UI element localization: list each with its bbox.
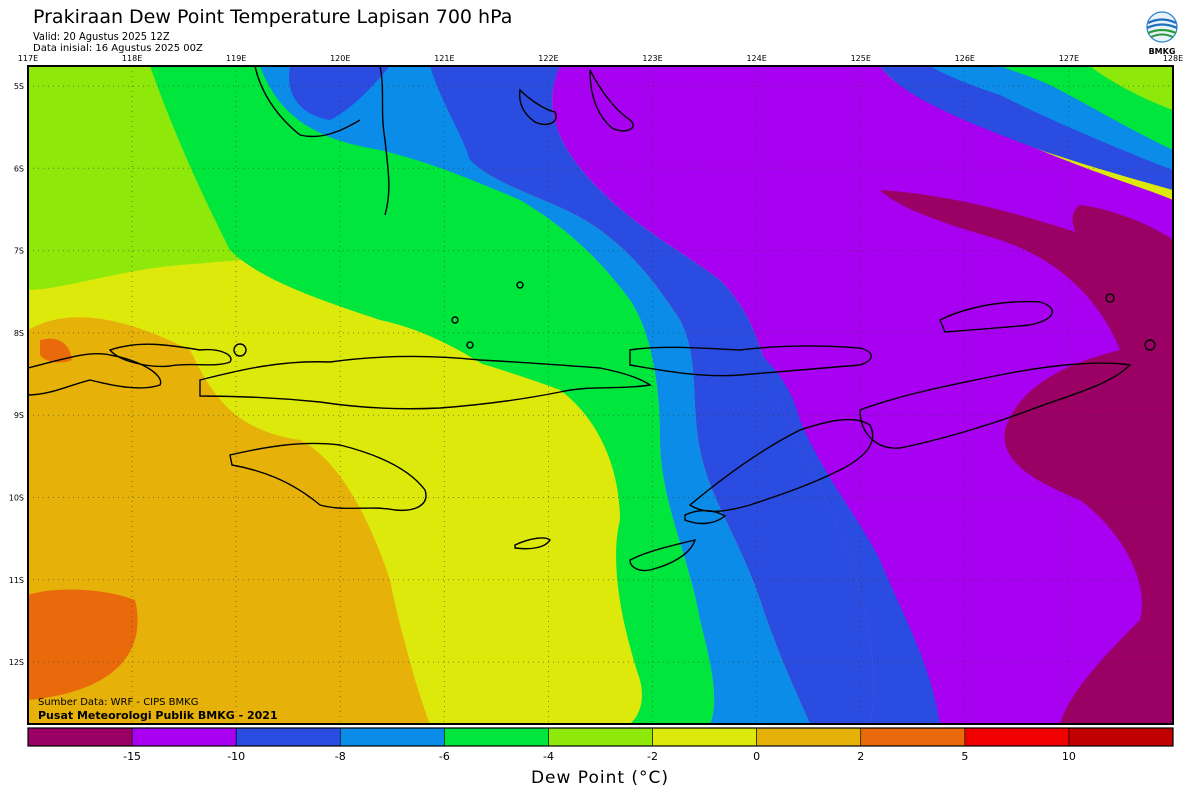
latitude-tick-label: 5S (14, 82, 24, 91)
longitude-tick-label: 127E (1059, 54, 1079, 63)
bmkg-logo-icon: BMKG (1142, 10, 1182, 56)
longitude-tick-label: 126E (955, 54, 975, 63)
longitude-tick-label: 125E (851, 54, 871, 63)
colorbar-tick-label: 0 (753, 750, 760, 763)
data-source-credit: Sumber Data: WRF - CIPS BMKG (38, 697, 199, 708)
colorbar-tick-label: -4 (543, 750, 554, 763)
longitude-tick-label: 118E (122, 54, 142, 63)
latitude-tick-label: 9S (14, 411, 24, 420)
colorbar-frame (27, 727, 1174, 747)
colorbar-tick-label: -15 (123, 750, 141, 763)
colorbar-swatch (548, 727, 653, 747)
dew-point-field (28, 66, 1173, 724)
longitude-tick-label: 120E (330, 54, 350, 63)
map-frame (27, 65, 1174, 725)
colorbar-tick-label: 10 (1062, 750, 1076, 763)
colorbar-tick-label: -10 (227, 750, 245, 763)
colorbar (27, 727, 1174, 747)
latitude-ticks: 5S 6S 7S 8S 9S 10S 11S 12S (9, 82, 24, 667)
latitude-tick-label: 10S (9, 494, 24, 503)
colorbar-tick-label: 2 (857, 750, 864, 763)
coastlines (27, 65, 1156, 572)
colorbar-swatch (444, 727, 549, 747)
colorbar-swatch (131, 727, 237, 747)
longitude-tick-label: 117E (18, 54, 38, 63)
longitude-tick-label: 119E (226, 54, 246, 63)
colorbar-swatch (235, 727, 341, 747)
logo-text: BMKG (1149, 47, 1176, 56)
graticule (27, 66, 1174, 724)
colorbar-swatch (27, 727, 133, 747)
latitude-tick-label: 8S (14, 329, 24, 338)
valid-time: Valid: 20 Agustus 2025 12Z (33, 30, 170, 43)
colorbar-ticks: -15 -10 -8 -6 -4 -2 0 2 5 10 (123, 750, 1076, 763)
latitude-tick-label: 7S (14, 247, 24, 256)
longitude-tick-label: 128E (1163, 54, 1183, 63)
colorbar-tick-label: -2 (647, 750, 658, 763)
colorbar-tick-label: -8 (335, 750, 346, 763)
longitude-tick-label: 122E (538, 54, 558, 63)
producer-credit: Pusat Meteorologi Publik BMKG - 2021 (38, 709, 278, 722)
colorbar-swatch (1068, 727, 1174, 747)
longitude-ticks: 117E 118E 119E 120E 121E 122E 123E 124E 125E 126E… (18, 54, 1183, 63)
colorbar-tick-label: 5 (961, 750, 968, 763)
latitude-tick-label: 11S (9, 576, 24, 585)
latitude-tick-label: 12S (9, 658, 24, 667)
colorbar-swatch (339, 727, 445, 747)
colorbar-swatch (652, 727, 757, 747)
latitude-tick-label: 6S (14, 164, 24, 173)
page-title: Prakiraan Dew Point Temperature Lapisan … (33, 6, 513, 28)
initial-time: Data inisial: 16 Agustus 2025 00Z (33, 43, 203, 54)
longitude-tick-label: 121E (434, 54, 454, 63)
colorbar-swatch (860, 727, 966, 747)
longitude-tick-label: 123E (642, 54, 662, 63)
longitude-tick-label: 124E (746, 54, 766, 63)
colorbar-tick-label: -6 (439, 750, 450, 763)
colorbar-swatch (756, 727, 862, 747)
colorbar-label: Dew Point (°C) (530, 768, 670, 788)
colorbar-swatch (964, 727, 1070, 747)
